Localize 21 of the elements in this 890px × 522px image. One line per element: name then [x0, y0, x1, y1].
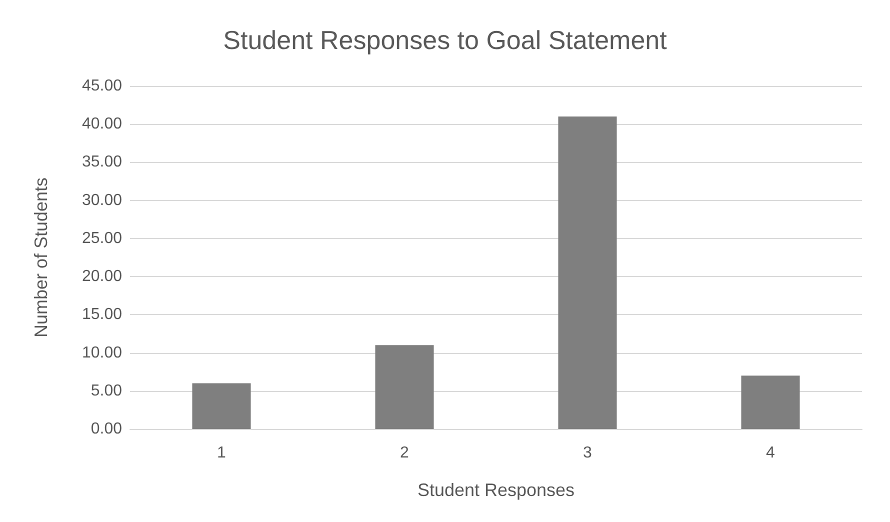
x-tick-label: 3 — [583, 444, 592, 462]
x-tick-label: 2 — [400, 444, 410, 462]
y-tick-label: 45.00 — [82, 78, 122, 94]
y-axis-title: Number of Students — [31, 177, 51, 338]
bar — [192, 383, 251, 429]
x-axis-title: Student Responses — [417, 480, 575, 500]
y-tick-label: 0.00 — [90, 420, 122, 438]
y-tick-label: 40.00 — [82, 116, 122, 133]
y-tick-label: 15.00 — [82, 306, 122, 324]
x-tick-label: 1 — [217, 444, 226, 462]
y-tick-label: 30.00 — [82, 192, 122, 209]
y-tick-label: 20.00 — [82, 268, 122, 286]
bar — [375, 345, 434, 429]
x-tick-label: 4 — [766, 444, 776, 462]
y-tick-label: 10.00 — [82, 344, 122, 362]
bar — [558, 116, 617, 429]
y-tick-label: 35.00 — [82, 154, 122, 171]
y-tick-label: 5.00 — [90, 382, 122, 400]
y-tick-label: 25.00 — [82, 230, 122, 247]
chart-title: Student Responses to Goal Statement — [223, 25, 668, 55]
bar — [741, 376, 800, 429]
